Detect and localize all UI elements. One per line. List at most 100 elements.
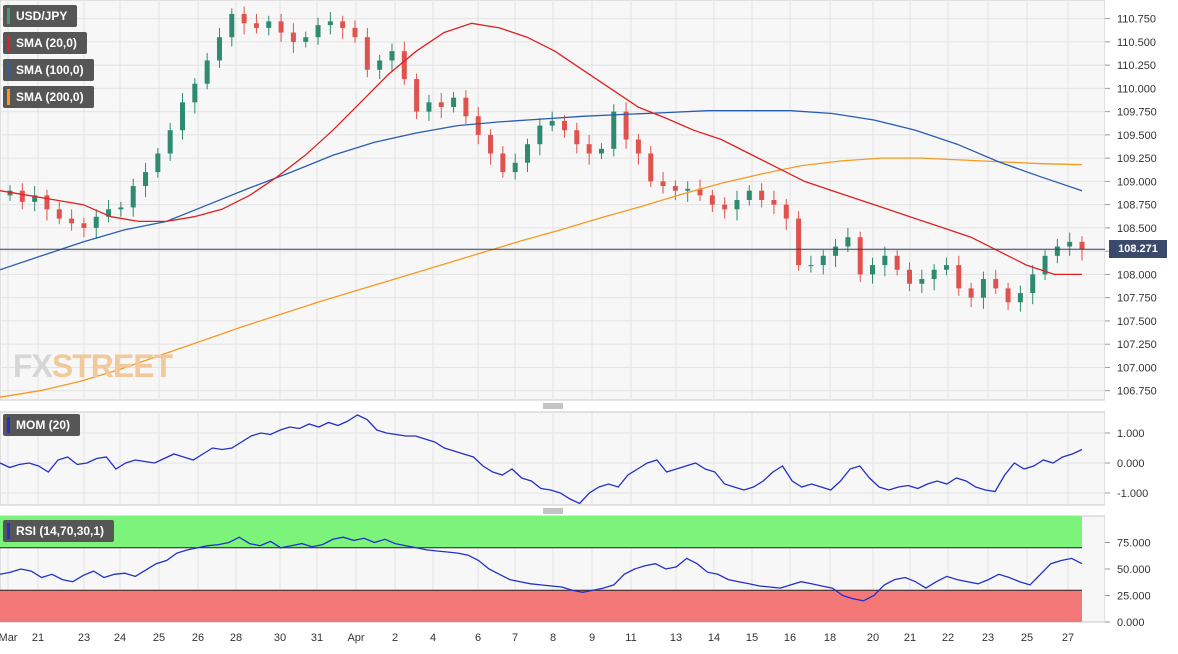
candle-body [623, 111, 629, 140]
x-tick-label: 31 [311, 632, 323, 644]
candle-body [845, 237, 851, 247]
sma100-line [0, 110, 1083, 271]
candle-body [340, 21, 346, 28]
candle-body [906, 269, 912, 284]
rsi-line [0, 536, 1083, 602]
rsi-axis-label: 0.000 [1117, 617, 1145, 629]
x-tick-label: 13 [670, 632, 682, 644]
x-tick-label: 18 [824, 632, 836, 644]
candle-body [155, 153, 161, 173]
candle-body [130, 186, 136, 208]
candle-body [894, 255, 900, 270]
candle-body [1054, 246, 1060, 256]
candle-body [426, 102, 432, 112]
price-axis-label: 110.750 [1117, 14, 1156, 26]
candle-body [216, 37, 222, 61]
candle-body [143, 172, 149, 187]
x-tick-label: 21 [904, 632, 916, 644]
x-tick-label: 23 [78, 632, 90, 644]
candle-body [290, 32, 296, 42]
candle-body [561, 120, 567, 131]
legend-sma200[interactable]: SMA (200,0) [3, 86, 94, 108]
price-axis-bg [1105, 0, 1178, 649]
price-axis-label: 107.750 [1117, 293, 1157, 305]
sma200-line [0, 157, 1083, 398]
candle-body [1005, 288, 1011, 303]
legend-rsi[interactable]: RSI (14,70,30,1) [3, 520, 115, 542]
rsi-overbought-zone [0, 516, 1082, 548]
price-axis-label: 109.000 [1117, 176, 1157, 188]
rsi-axis-label: 75.000 [1117, 538, 1151, 550]
mom-swatch [7, 417, 10, 433]
candle-body [475, 116, 481, 135]
price-axis-label: 109.250 [1117, 153, 1157, 165]
rsi-swatch [7, 523, 10, 539]
momentum-line [0, 414, 1083, 505]
candle-body [956, 265, 962, 289]
legend-pair-label: USD/JPY [16, 9, 68, 23]
legend-pair[interactable]: USD/JPY [3, 5, 78, 27]
current-price-tag: 108.271 [1109, 240, 1167, 258]
candle-body [697, 188, 703, 196]
logo-part-fx: FX [13, 348, 53, 384]
mom-axis-label: 0.000 [1117, 458, 1145, 470]
candle-body [266, 21, 272, 28]
candle-body [19, 190, 25, 202]
candle-body [512, 162, 518, 173]
price-axis-label: 107.250 [1117, 339, 1157, 351]
legend-sma100[interactable]: SMA (100,0) [3, 59, 94, 81]
candle-body [796, 218, 802, 266]
candle-body [980, 279, 986, 298]
x-tick-label: 25 [153, 632, 165, 644]
price-axis-label: 110.000 [1117, 83, 1156, 95]
legend-sma100-label: SMA (100,0) [16, 63, 84, 77]
price-axis-label: 109.500 [1117, 130, 1157, 142]
x-tick-label: Apr [347, 632, 364, 644]
candle-body [931, 269, 937, 280]
legend-sma20-label: SMA (20,0) [16, 36, 77, 50]
candle-body [118, 207, 124, 210]
candle-body [611, 111, 617, 149]
legend-mom[interactable]: MOM (20) [3, 414, 80, 436]
candle-body [1079, 241, 1085, 250]
candle-body [635, 139, 641, 154]
candle-body [919, 279, 925, 284]
candle-body [167, 130, 173, 154]
candle-body [549, 120, 555, 126]
logo-part-street: STREET [51, 348, 173, 384]
candle-body [968, 288, 974, 298]
candle-body [574, 130, 580, 145]
candle-body [500, 153, 506, 173]
rsi-axis-label: 50.000 [1117, 564, 1151, 576]
candle-body [229, 13, 235, 38]
x-tick-label: 14 [708, 632, 720, 644]
candle-body [451, 97, 457, 107]
sma100-swatch [7, 62, 10, 78]
candle-body [833, 246, 839, 256]
x-tick-label: 25 [1021, 632, 1033, 644]
price-axis-label: 108.750 [1117, 200, 1157, 212]
candle-body [106, 209, 112, 217]
candle-body [870, 265, 876, 275]
candle-body [204, 60, 210, 84]
candle-body [377, 60, 383, 70]
price-axis-label: 108.500 [1117, 223, 1157, 235]
x-tick-label: 9 [589, 632, 595, 644]
candle-body [303, 37, 309, 42]
legend-sma20[interactable]: SMA (20,0) [3, 32, 87, 54]
candle-body [525, 144, 531, 163]
candle-body [808, 265, 814, 267]
candle-body [32, 195, 38, 202]
candle-body [192, 83, 198, 103]
x-tick-label: 30 [274, 632, 286, 644]
candle-body [315, 25, 321, 38]
sma20-line [0, 22, 1082, 276]
candle-body [672, 186, 678, 191]
candle-body [241, 13, 247, 24]
x-tick-label: 16 [784, 632, 796, 644]
candle-body [69, 218, 75, 224]
candle-body [1067, 241, 1073, 247]
candle-body [1042, 255, 1048, 275]
candle-body [180, 102, 186, 131]
